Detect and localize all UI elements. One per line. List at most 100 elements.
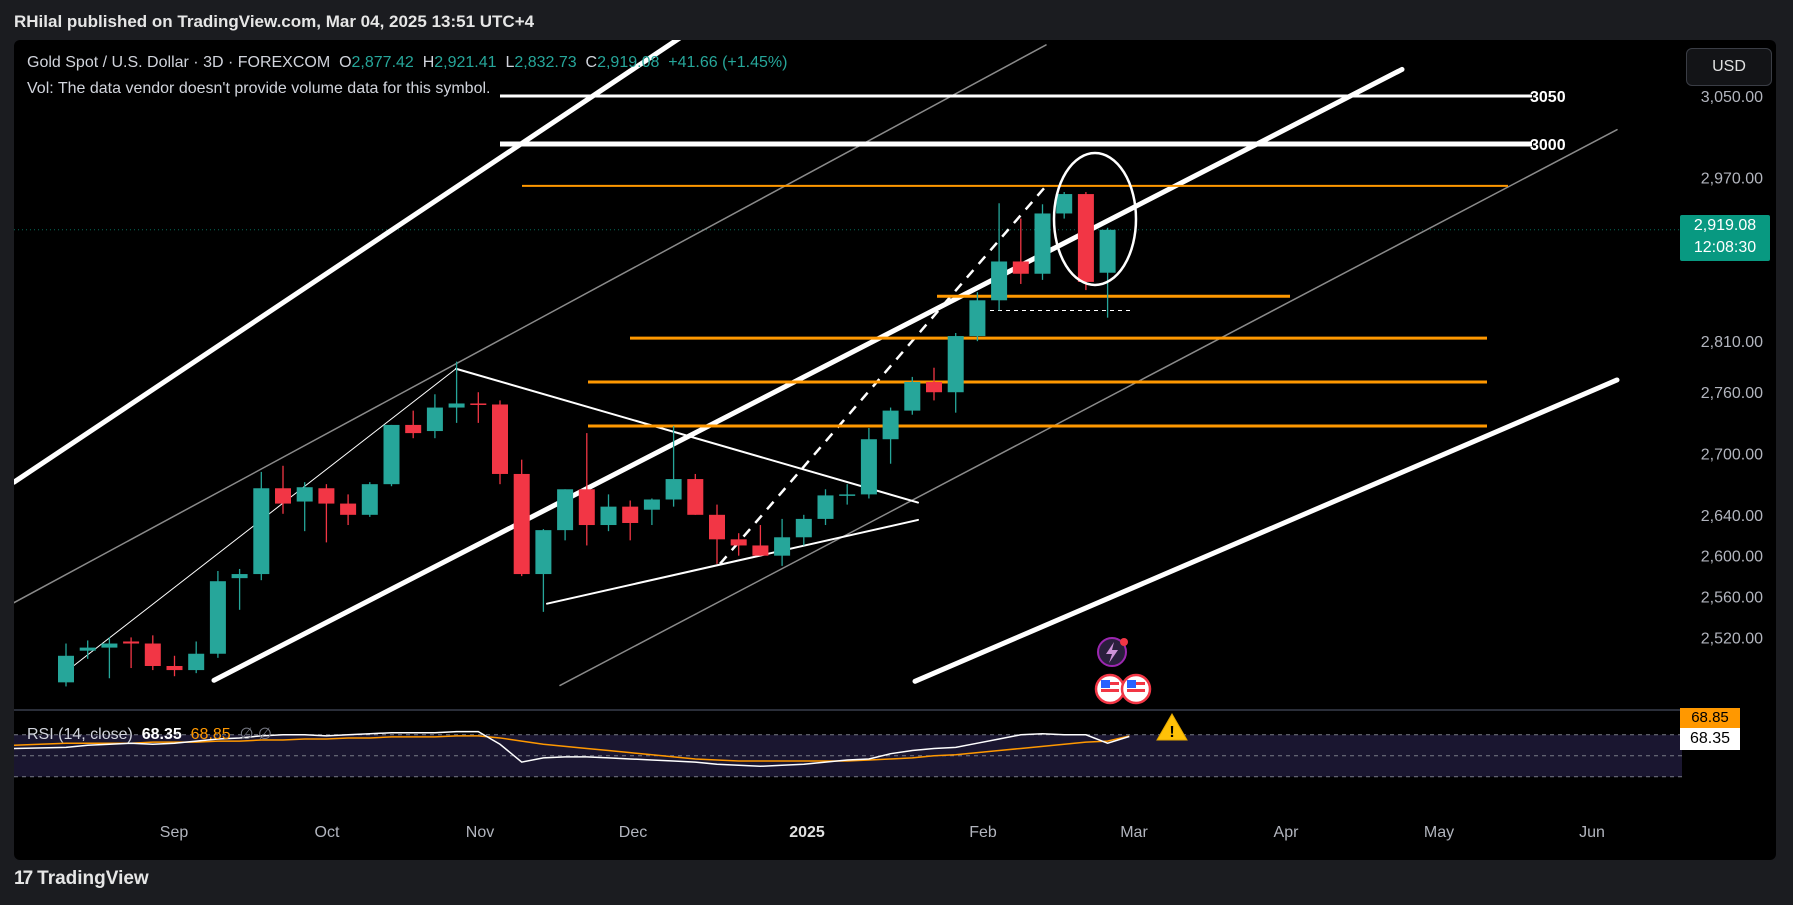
- candle-body: [231, 574, 248, 579]
- candle-body: [730, 539, 747, 546]
- candle-body: [79, 647, 96, 651]
- candle-body: [774, 537, 791, 556]
- level-label: 3050: [1530, 89, 1566, 106]
- rsi-label: RSI (14, close): [27, 726, 133, 743]
- price-tick-label: 2,560.00: [1701, 590, 1763, 607]
- open-value: 2,877.42: [351, 54, 414, 71]
- price-tick-label: 2,520.00: [1701, 630, 1763, 647]
- candle-body: [578, 489, 595, 526]
- channel-lower-line: [912, 377, 1620, 684]
- candle-body: [991, 261, 1008, 301]
- candle-body: [144, 643, 161, 666]
- candle-body: [926, 382, 942, 393]
- candle-body: [622, 506, 639, 523]
- highlight-ellipse: [1052, 151, 1138, 287]
- candle-body: [643, 499, 660, 510]
- candle-body: [1077, 194, 1094, 282]
- candle-body: [665, 479, 682, 500]
- symbol-title: Gold Spot / U.S. Dollar · 3D · FOREXCOM: [27, 54, 331, 71]
- time-tick-label: Mar: [1120, 824, 1148, 841]
- close-label: C: [585, 54, 598, 71]
- candle-body: [709, 514, 725, 540]
- notification-dot-icon: [1120, 638, 1128, 646]
- time-tick-label: Oct: [315, 824, 340, 841]
- candle-body: [1056, 194, 1073, 214]
- publisher-bar: RHilal published on TradingView.com, Mar…: [0, 0, 1793, 40]
- time-tick-label: Apr: [1274, 824, 1300, 841]
- channel-middle-line: [211, 66, 1405, 683]
- candle-body: [383, 424, 400, 485]
- rsi-legend: RSI (14, close) 68.35 68.85 ∅ ∅: [27, 724, 272, 744]
- warning-icon: [1156, 712, 1188, 741]
- last-price: 2,919.08: [1693, 217, 1757, 234]
- candle-body: [296, 487, 313, 502]
- rsi-axis-label: 40.00: [1723, 759, 1763, 776]
- triangle-upper-line: [455, 367, 919, 504]
- price-tick-label: 2,700.00: [1701, 447, 1763, 464]
- dashed-trend-line: [719, 185, 1047, 565]
- rsi-ma-line: [14, 735, 1130, 762]
- candle-body: [839, 494, 856, 496]
- triangle-lower-line: [546, 518, 919, 605]
- us-flag-icon: [1101, 680, 1110, 688]
- candle-body: [318, 488, 335, 504]
- lightning-event-icon: [1106, 642, 1118, 663]
- time-tick-label: Jun: [1579, 824, 1605, 841]
- candle-body: [600, 506, 617, 526]
- brand-name: TradingView: [37, 868, 149, 889]
- candle-body: [123, 641, 140, 644]
- time-tick-label: Feb: [969, 824, 997, 841]
- price-tick-label: 2,640.00: [1701, 508, 1763, 525]
- last-price-tag: 2,919.08 12:08:30: [1680, 215, 1770, 261]
- publisher-line: RHilal published on TradingView.com, Mar…: [14, 12, 535, 31]
- level-label: 3000: [1530, 137, 1566, 154]
- high-label: H: [422, 54, 435, 71]
- bar-countdown: 12:08:30: [1693, 239, 1757, 256]
- rsi-ma-value: 68.85: [190, 726, 231, 743]
- candle-body: [752, 545, 769, 556]
- currency-button[interactable]: USD: [1686, 48, 1772, 86]
- low-value: 2,832.73: [514, 54, 577, 71]
- candle-body: [492, 404, 508, 474]
- candle-body: [535, 530, 552, 575]
- candle-body: [860, 439, 877, 495]
- candle-body: [101, 643, 118, 648]
- price-tick-label: 2,810.00: [1701, 334, 1763, 351]
- rsi-value-tag: 68.35: [1680, 728, 1740, 750]
- rsi-extra: ∅ ∅: [239, 726, 272, 743]
- symbol-legend: Gold Spot / U.S. Dollar · 3D · FOREXCOM …: [27, 54, 787, 72]
- rsi-ma-tag: 68.85: [1680, 708, 1740, 728]
- candle-body: [253, 488, 270, 575]
- us-flag-icon: [1101, 689, 1119, 692]
- candle-body: [448, 403, 465, 408]
- candle-body: [426, 407, 443, 432]
- change-value: +41.66 (+1.45%): [668, 54, 788, 71]
- candle-body: [1012, 261, 1029, 274]
- time-tick-label: Dec: [619, 824, 647, 841]
- price-tick-label: 2,760.00: [1701, 385, 1763, 402]
- candle-body: [969, 300, 986, 337]
- price-tick-label: 2,600.00: [1701, 549, 1763, 566]
- candle-body: [166, 665, 183, 671]
- footer-brand[interactable]: 17 TradingView: [14, 868, 149, 890]
- time-tick-label: 2025: [789, 824, 825, 841]
- low-label: L: [505, 54, 515, 71]
- price-tick-label: 3,050.00: [1701, 89, 1763, 106]
- candle-body: [1099, 229, 1116, 273]
- chart-pane[interactable]: [14, 40, 1776, 860]
- candle-body: [188, 653, 205, 671]
- candle-body: [470, 403, 487, 405]
- candle-body: [882, 410, 899, 440]
- candle-body: [1034, 213, 1051, 274]
- candle-body: [904, 382, 921, 411]
- time-tick-label: May: [1424, 824, 1454, 841]
- candle-body: [58, 655, 74, 683]
- candle-body: [361, 484, 378, 515]
- channel-grey-lower: [559, 128, 1618, 687]
- candle-body: [405, 424, 422, 434]
- candle-body: [795, 518, 812, 538]
- us-flag-icon: [1127, 689, 1145, 692]
- rsi-line: [14, 730, 1130, 768]
- tradingview-logo-icon: 17: [14, 868, 33, 889]
